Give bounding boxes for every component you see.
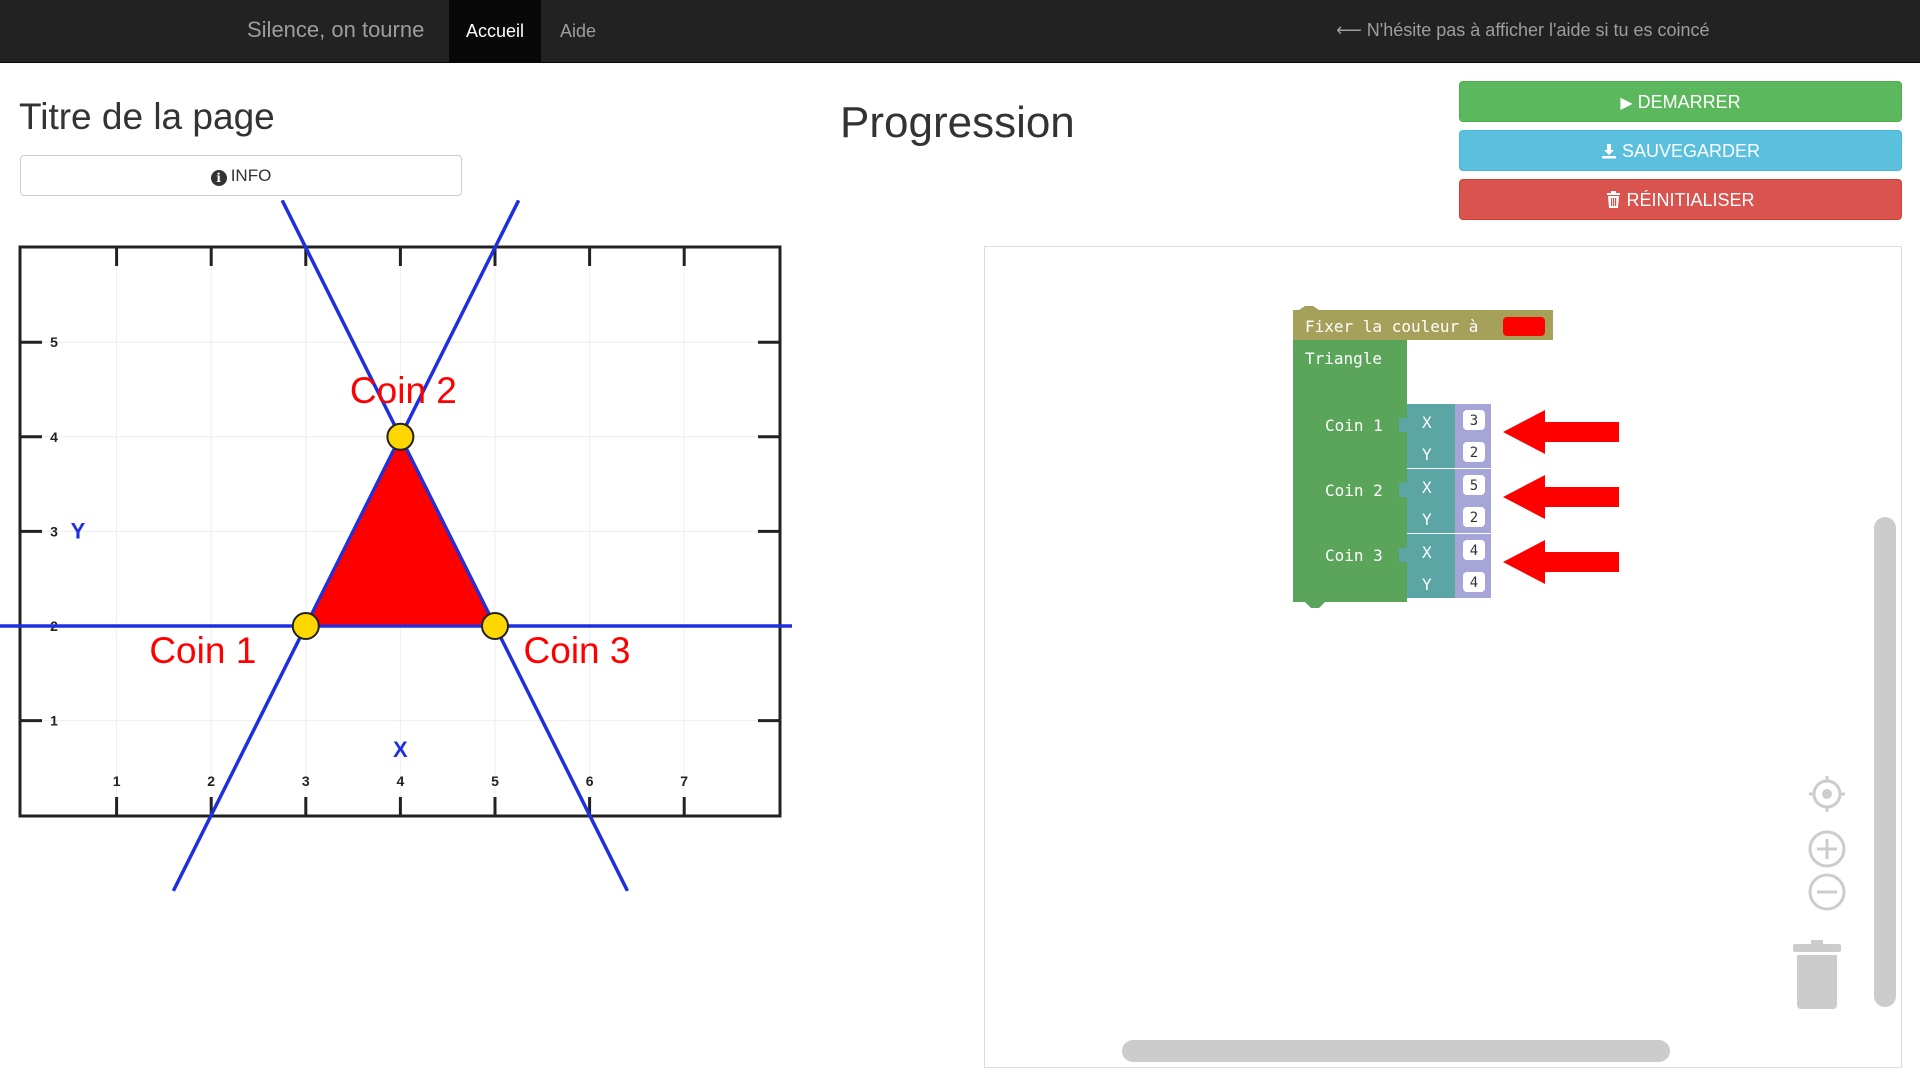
- horizontal-scrollbar[interactable]: [1122, 1040, 1670, 1062]
- download-icon: [1601, 133, 1617, 173]
- tab-accueil[interactable]: Accueil: [449, 0, 542, 63]
- x-tick-label: 6: [586, 773, 594, 789]
- xy-block-connector: [1399, 483, 1407, 497]
- y-tick-label: 3: [50, 523, 58, 539]
- xy-block[interactable]: [1407, 404, 1455, 468]
- x-label: X: [1422, 543, 1432, 562]
- x-value: 3: [1470, 413, 1478, 429]
- number-field[interactable]: [1463, 410, 1485, 430]
- xy-block-connector: [1399, 418, 1407, 432]
- workspace-trash-icon[interactable]: [1791, 940, 1843, 1010]
- x-axis-label: X: [393, 737, 408, 762]
- corner-2-point: [386, 422, 415, 451]
- trash-icon: [1606, 182, 1621, 222]
- x-label: X: [1422, 478, 1432, 497]
- y-axis-label: Y: [71, 518, 86, 543]
- set-color-label: Fixer la couleur à: [1305, 317, 1478, 336]
- progression-title: Progression: [840, 98, 1075, 147]
- corner-row-2[interactable]: Coin 2 XY 5 2: [1325, 469, 1491, 533]
- tab-aide[interactable]: Aide: [560, 21, 597, 41]
- number-field[interactable]: [1463, 572, 1485, 592]
- hint-arrows: [1503, 410, 1619, 584]
- x-value: 4: [1470, 543, 1478, 559]
- xy-block[interactable]: [1407, 469, 1455, 533]
- start-button[interactable]: ▶ DEMARRER: [1459, 81, 1902, 122]
- x-tick-label: 7: [680, 773, 688, 789]
- page-title: Titre de la page: [19, 96, 275, 137]
- xy-block[interactable]: [1407, 534, 1455, 598]
- corner-row-1[interactable]: Coin 1 XY 3 2: [1325, 404, 1491, 468]
- x-tick-label: 5: [491, 773, 499, 789]
- corner-label: Coin 3: [1325, 546, 1383, 565]
- y-value: 2: [1470, 510, 1478, 526]
- zoom-out-icon[interactable]: [1807, 872, 1847, 912]
- x-value: 5: [1470, 478, 1478, 494]
- top-navbar: Silence, on tourne Accueil Aide ⟵ N'hési…: [0, 0, 1920, 63]
- blockly-workspace[interactable]: Fixer la couleur à Triangle Coin 1 X Y 3 2 Co…: [984, 246, 1902, 1068]
- hint-arrow-3: [1503, 540, 1619, 584]
- x-tick-label: 3: [302, 773, 310, 789]
- x-tick-label: 2: [207, 773, 215, 789]
- graph-points: [291, 422, 509, 640]
- triangle-label: Triangle: [1305, 349, 1382, 368]
- y-tick-label: 5: [50, 334, 58, 350]
- hint-arrow-2: [1503, 475, 1619, 519]
- corner-1-point: [291, 612, 320, 640]
- x-tick-label: 1: [113, 773, 121, 789]
- start-label: DEMARRER: [1637, 92, 1741, 112]
- y-value: 4: [1470, 575, 1478, 591]
- color-swatch[interactable]: [1503, 317, 1545, 336]
- x-label: X: [1422, 413, 1432, 432]
- corner-label: Coin 1: [1325, 416, 1383, 435]
- blocks-canvas: Fixer la couleur à Triangle Coin 1 XY32Co…: [1293, 306, 1619, 608]
- number-field[interactable]: [1463, 507, 1485, 527]
- corner-row-3[interactable]: Coin 3 XY 4 4: [1325, 534, 1491, 598]
- xy-block-connector: [1399, 548, 1407, 562]
- set-color-block[interactable]: Fixer la couleur à: [1293, 306, 1553, 340]
- triangle-block[interactable]: Triangle: [1293, 340, 1407, 608]
- y-tick-label: 1: [50, 713, 58, 729]
- y-tick-label: 4: [50, 429, 58, 445]
- coin-2-label: Coin 2: [350, 370, 457, 411]
- number-field[interactable]: [1463, 540, 1485, 560]
- corner-3-point: [481, 612, 509, 640]
- y-label: Y: [1422, 575, 1432, 594]
- vertical-scrollbar[interactable]: [1874, 517, 1896, 1007]
- play-icon: ▶: [1620, 95, 1633, 112]
- help-hint: ⟵ N'hésite pas à afficher l'aide si tu e…: [1336, 20, 1710, 40]
- x-tick-label: 4: [397, 773, 405, 789]
- hint-arrow-1: [1503, 410, 1619, 454]
- coin-3-label: Coin 3: [524, 630, 631, 671]
- recenter-icon[interactable]: [1807, 774, 1847, 814]
- y-value: 2: [1470, 445, 1478, 461]
- triangle-shape: [303, 433, 498, 628]
- y-label: Y: [1422, 510, 1432, 529]
- zoom-in-icon[interactable]: [1807, 829, 1847, 869]
- geometry-graph: 123456712345 X Y Coin 1 Coin 2 Coin 3: [0, 200, 792, 892]
- info-icon: i: [210, 170, 227, 186]
- reset-label: RÉINITIALISER: [1626, 190, 1755, 210]
- y-label: Y: [1422, 445, 1432, 464]
- brand[interactable]: Silence, on tourne: [247, 17, 425, 42]
- coin-1-label: Coin 1: [149, 630, 256, 671]
- save-label: SAUVEGARDER: [1621, 141, 1761, 161]
- corner-label: Coin 2: [1325, 481, 1383, 500]
- number-field[interactable]: [1463, 475, 1485, 495]
- number-field[interactable]: [1463, 442, 1485, 462]
- info-button[interactable]: i INFO: [20, 155, 462, 196]
- save-button[interactable]: SAUVEGARDER: [1459, 130, 1902, 171]
- reset-button[interactable]: RÉINITIALISER: [1459, 179, 1902, 220]
- info-label: INFO: [230, 166, 272, 185]
